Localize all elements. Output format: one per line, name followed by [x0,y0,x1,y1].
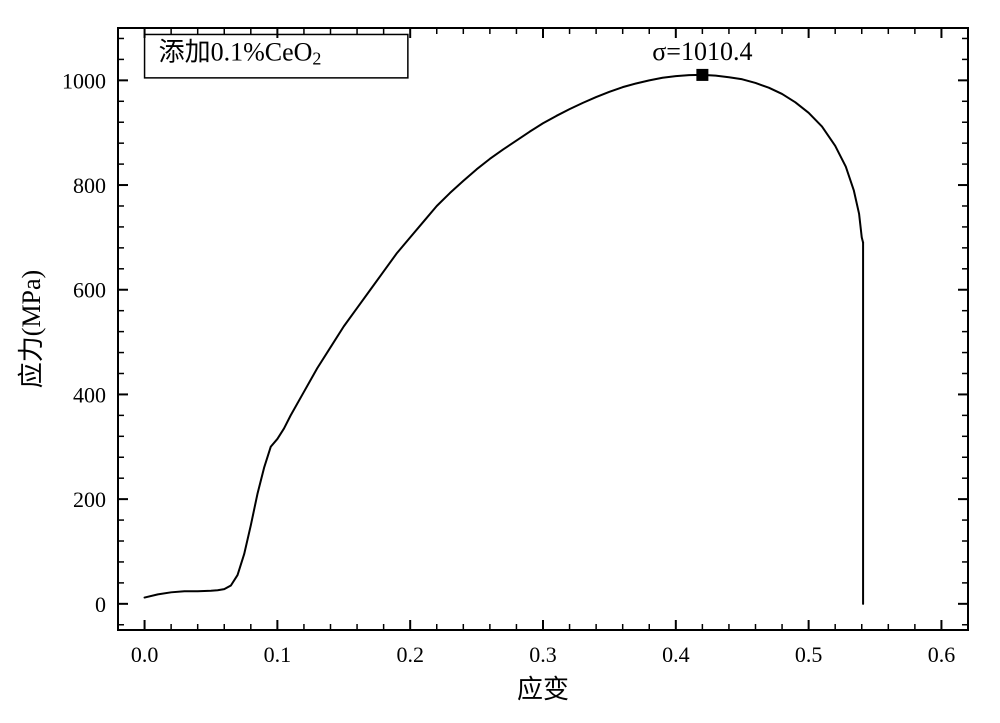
chart-background [0,0,1000,723]
x-tick-label: 0.4 [662,642,690,667]
x-tick-label: 0.1 [264,642,292,667]
y-axis-label: 应力(MPa) [17,270,46,388]
y-tick-label: 0 [95,592,106,617]
x-tick-label: 0.0 [131,642,159,667]
peak-marker [696,69,708,81]
y-tick-label: 600 [73,278,106,303]
peak-label: σ=1010.4 [652,37,752,66]
x-tick-label: 0.6 [928,642,956,667]
x-axis-label: 应变 [517,675,569,704]
stress-strain-chart: 0.0 0.1 0.2 0.3 0.4 0.5 0.6 0 200 400 600 800 1000 应变… [0,0,1000,723]
y-tick-label: 800 [73,173,106,198]
chart-svg: 0.0 0.1 0.2 0.3 0.4 0.5 0.6 0 200 400 600 800 1000 应变… [0,0,1000,723]
y-tick-label: 400 [73,382,106,407]
y-tick-label: 200 [73,487,106,512]
x-tick-label: 0.3 [529,642,557,667]
x-tick-label: 0.5 [795,642,823,667]
y-tick-label: 1000 [62,68,106,93]
annotation-text: 添加0.1%CeO2 [159,37,322,68]
x-tick-label: 0.2 [396,642,424,667]
